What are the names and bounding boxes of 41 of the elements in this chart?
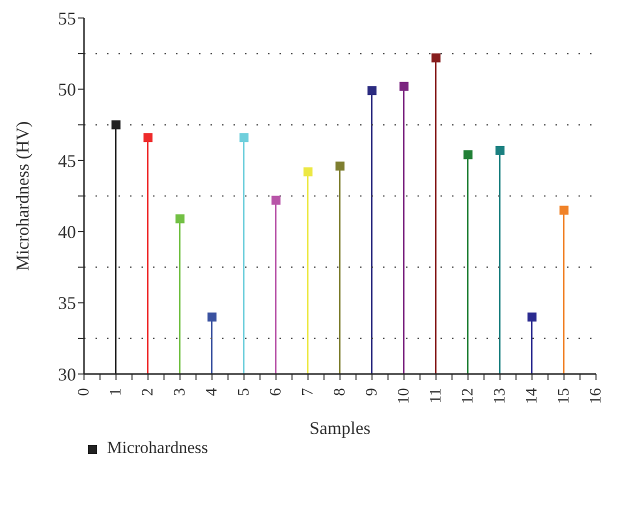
point <box>144 133 152 142</box>
point <box>528 312 536 322</box>
x-tick-label: 14 <box>524 388 540 404</box>
y-tick-label: 35 <box>58 293 76 314</box>
point <box>496 146 504 155</box>
point <box>432 53 440 62</box>
x-tick-label: 15 <box>556 388 572 404</box>
point <box>464 150 472 160</box>
x-tick-label: 8 <box>332 388 348 396</box>
x-tick-label: 13 <box>492 388 508 404</box>
point <box>560 206 568 215</box>
point <box>240 133 248 142</box>
y-tick-label: 40 <box>58 222 76 242</box>
point <box>272 196 280 205</box>
point <box>368 86 376 96</box>
point <box>400 82 408 91</box>
x-tick-label: 2 <box>140 388 156 396</box>
point <box>336 162 344 171</box>
point <box>112 120 120 130</box>
x-tick-label: 6 <box>268 388 284 396</box>
point <box>304 167 312 176</box>
x-tick-label: 9 <box>364 388 380 396</box>
y-tick-label: 45 <box>58 150 76 171</box>
point <box>208 312 216 322</box>
x-tick-label: 1 <box>108 388 124 396</box>
x-tick-label: 0 <box>76 388 92 396</box>
legend-label: Microhardness <box>107 438 208 457</box>
x-tick-label: 10 <box>396 388 412 404</box>
y-tick-label: 50 <box>58 80 76 100</box>
x-tick-label: 16 <box>588 388 604 404</box>
x-tick-label: 12 <box>460 388 476 404</box>
x-tick-label: 5 <box>236 388 252 396</box>
x-tick-label: 3 <box>172 388 188 396</box>
x-tick-label: 11 <box>428 388 444 404</box>
x-tick-label: 4 <box>204 388 220 396</box>
y-tick-label: 30 <box>58 364 76 384</box>
x-tick-label: 7 <box>300 388 316 396</box>
y-axis-title: Microhardness (HV) <box>12 121 32 271</box>
x-axis-title: Samples <box>310 418 370 438</box>
point <box>176 214 184 224</box>
y-tick-label: 55 <box>58 8 76 28</box>
